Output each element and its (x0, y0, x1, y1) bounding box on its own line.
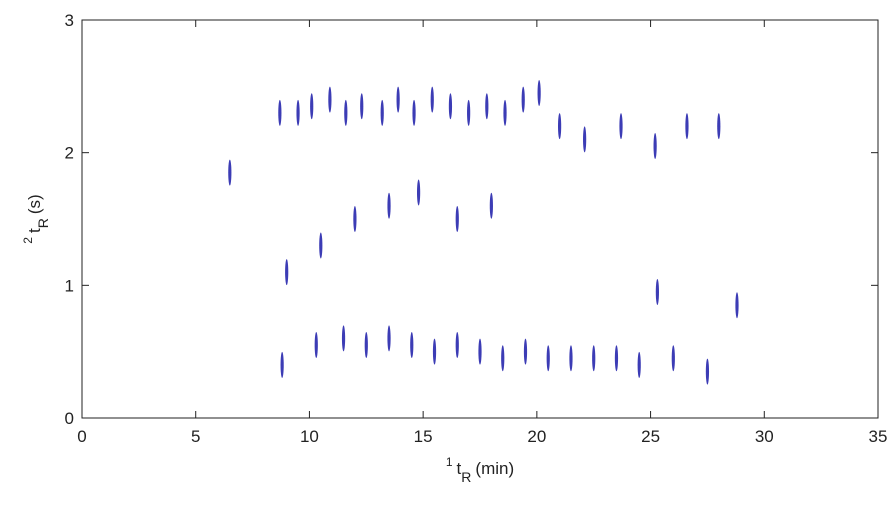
x-tick-label: 15 (414, 427, 433, 446)
peak (360, 93, 364, 120)
y-label-unit: (s) (25, 194, 44, 214)
y-tick-label: 2 (65, 144, 74, 163)
x-tick-label: 10 (300, 427, 319, 446)
peak (503, 99, 507, 126)
x-tick-label: 30 (755, 427, 774, 446)
peak (478, 338, 482, 365)
x-tick-label: 5 (191, 427, 200, 446)
peak (558, 113, 562, 140)
peak (364, 332, 368, 359)
peak (353, 206, 357, 232)
peak (344, 99, 348, 126)
peak (410, 332, 414, 359)
x-tick-label: 20 (527, 427, 546, 446)
peak (735, 292, 739, 319)
peak (717, 113, 721, 140)
peak (278, 99, 282, 126)
y-tick-label: 1 (65, 276, 74, 295)
peak (685, 113, 689, 140)
peak (396, 86, 400, 113)
peak (448, 93, 453, 120)
peak (228, 159, 232, 186)
x-axis-label: 1 tR (min) (446, 455, 514, 485)
peak (637, 351, 641, 378)
x-label-sup: 1 (446, 455, 453, 469)
peak (523, 338, 528, 365)
y-axis-label: 2 tR (s) (21, 194, 51, 243)
x-label-unit: (min) (475, 459, 514, 478)
x-tick-label: 0 (77, 427, 86, 446)
peak (341, 325, 346, 352)
peak (614, 345, 619, 372)
x-tick-label: 35 (869, 427, 888, 446)
peak (296, 99, 300, 126)
y-label-sup: 2 (21, 237, 35, 244)
peak (387, 325, 391, 352)
peak (583, 126, 587, 153)
peak (653, 133, 657, 160)
peak (467, 99, 471, 126)
y-tick-label: 0 (65, 409, 74, 428)
x-tick-label: 25 (641, 427, 660, 446)
x-label-main: t (457, 459, 462, 478)
peak (328, 86, 332, 113)
peak (485, 93, 489, 120)
peak (705, 358, 710, 385)
peak (432, 338, 437, 365)
peak (592, 345, 596, 372)
peak (521, 86, 525, 113)
peak (430, 86, 434, 113)
peak (537, 79, 541, 106)
peak (280, 351, 284, 378)
peak (655, 278, 659, 305)
peak (489, 192, 493, 219)
peak (569, 345, 573, 372)
peak (319, 232, 323, 259)
x-label-sub: R (461, 469, 471, 485)
y-label-sub: R (35, 218, 51, 228)
peak (310, 93, 314, 120)
peak (380, 99, 384, 126)
peak (619, 113, 623, 140)
peak (387, 192, 391, 219)
peak (546, 345, 550, 372)
peak (455, 206, 459, 232)
peak (671, 345, 675, 372)
peak (314, 332, 318, 359)
peak (285, 259, 289, 286)
peak (412, 99, 416, 126)
plot-frame (81, 19, 879, 419)
y-tick-label: 3 (65, 11, 74, 30)
peak (501, 345, 505, 372)
peak (455, 332, 459, 359)
y-label-main: t (25, 228, 44, 233)
peak (416, 179, 421, 206)
